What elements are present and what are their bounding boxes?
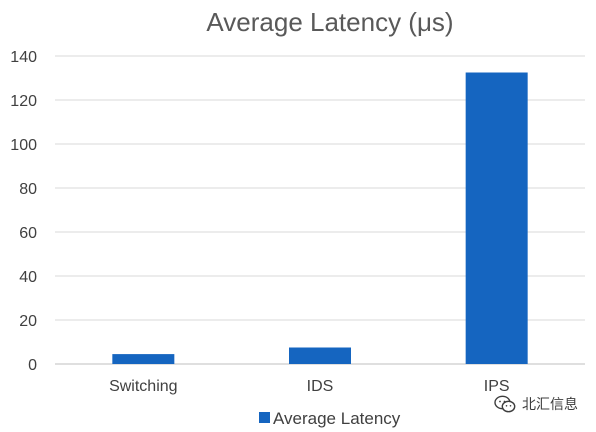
y-tick-label: 60 xyxy=(19,225,37,242)
legend-label: Average Latency xyxy=(273,409,401,428)
x-axis-tick-labels: Switching IDS IPS xyxy=(109,378,509,395)
x-tick-label: IPS xyxy=(484,378,510,395)
bar-ids xyxy=(289,347,351,364)
y-tick-label: 80 xyxy=(19,181,37,198)
y-axis-tick-labels: 0 20 40 60 80 100 120 140 xyxy=(10,49,37,374)
watermark: 北汇信息 xyxy=(494,394,578,414)
legend-swatch xyxy=(259,412,270,423)
legend: Average Latency xyxy=(259,409,401,428)
y-tick-label: 0 xyxy=(28,357,37,374)
bar-ips xyxy=(465,72,528,364)
x-tick-label: IDS xyxy=(307,378,334,395)
y-tick-label: 20 xyxy=(19,313,37,330)
y-tick-label: 40 xyxy=(19,269,37,286)
wechat-icon xyxy=(494,395,516,413)
y-tick-label: 140 xyxy=(10,49,37,66)
chart-title: Average Latency (μs) xyxy=(206,7,453,37)
gridlines xyxy=(55,55,585,365)
bars xyxy=(112,72,528,364)
y-tick-label: 120 xyxy=(10,93,37,110)
y-tick-label: 100 xyxy=(10,137,37,154)
x-tick-label: Switching xyxy=(109,378,177,395)
bar-switching xyxy=(112,354,175,364)
watermark-text: 北汇信息 xyxy=(522,397,578,413)
